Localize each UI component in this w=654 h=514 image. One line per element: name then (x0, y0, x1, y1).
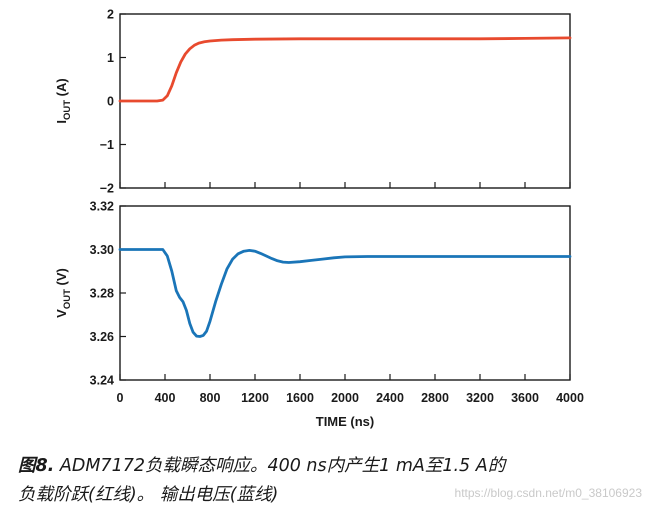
voltage-axis-title-sub: OUT (62, 289, 73, 309)
time-x-tick-label: 1600 (286, 391, 314, 405)
time-x-tick-label: 2800 (421, 391, 449, 405)
voltage-panel: 3.32 3.30 3.28 3.26 3.24 0 400 800 1200 1600 2000… (54, 200, 584, 430)
current-y-tick-label: −1 (100, 138, 114, 152)
watermark-url: https://blog.csdn.net/m0_38106923 (454, 486, 642, 500)
voltage-axis-title: VOUT (V) (54, 268, 73, 318)
voltage-plot-frame (119, 205, 571, 381)
figure-caption: 图8. ADM7172负载瞬态响应。400 ns内产生1 mA至1.5 A的负载… (18, 452, 648, 510)
time-x-tick-label: 800 (200, 391, 221, 405)
time-x-tick-label: 1200 (241, 391, 269, 405)
time-x-axis: 0 400 800 1200 1600 2000 2400 2800 3200 3600 4000 (117, 374, 584, 405)
voltage-y-tick-label: 3.26 (90, 330, 114, 344)
voltage-axis-title-main: V (54, 309, 69, 318)
current-y-tick-label: 2 (107, 8, 114, 22)
current-axis-title-unit: (A) (54, 78, 69, 100)
voltage-y-tick-label: 3.28 (90, 287, 114, 301)
voltage-y-tick-label: 3.24 (90, 374, 114, 388)
current-axis-title-main: I (54, 120, 69, 124)
current-axis-title-sub: OUT (62, 100, 73, 120)
current-panel: 2 1 0 −1 −2 IOUT (A) (54, 8, 572, 196)
current-y-tick-label: 0 (107, 95, 114, 109)
voltage-y-tick-label: 3.30 (90, 243, 114, 257)
time-x-tick-label: 2400 (376, 391, 404, 405)
voltage-axis-title-unit: (V) (54, 268, 69, 289)
figure-label: 图8. (18, 456, 55, 476)
current-y-tick-label: −2 (100, 182, 114, 196)
time-axis-title: TIME (ns) (316, 414, 375, 429)
time-x-tick-label: 3200 (466, 391, 494, 405)
current-y-axis: 2 1 0 −1 −2 (100, 8, 571, 196)
time-x-tick-label: 400 (155, 391, 176, 405)
voltage-y-tick-label: 3.32 (90, 200, 114, 214)
time-x-tick-label: 4000 (556, 391, 584, 405)
current-series-line (118, 36, 572, 103)
voltage-y-axis: 3.32 3.30 3.28 3.26 3.24 (90, 200, 126, 388)
time-x-tick-label: 3600 (511, 391, 539, 405)
caption-line-2: 负载阶跃(红线)。 输出电压(蓝线) (18, 485, 279, 505)
current-y-tick-label: 1 (107, 51, 114, 65)
current-axis-title: IOUT (A) (54, 78, 73, 123)
time-x-tick-label: 2000 (331, 391, 359, 405)
caption-text: ADM7172负载瞬态响应。400 ns内产生1 mA至1.5 A的 (54, 456, 506, 476)
time-x-tick-label: 0 (117, 391, 124, 405)
voltage-series-line (118, 248, 572, 338)
